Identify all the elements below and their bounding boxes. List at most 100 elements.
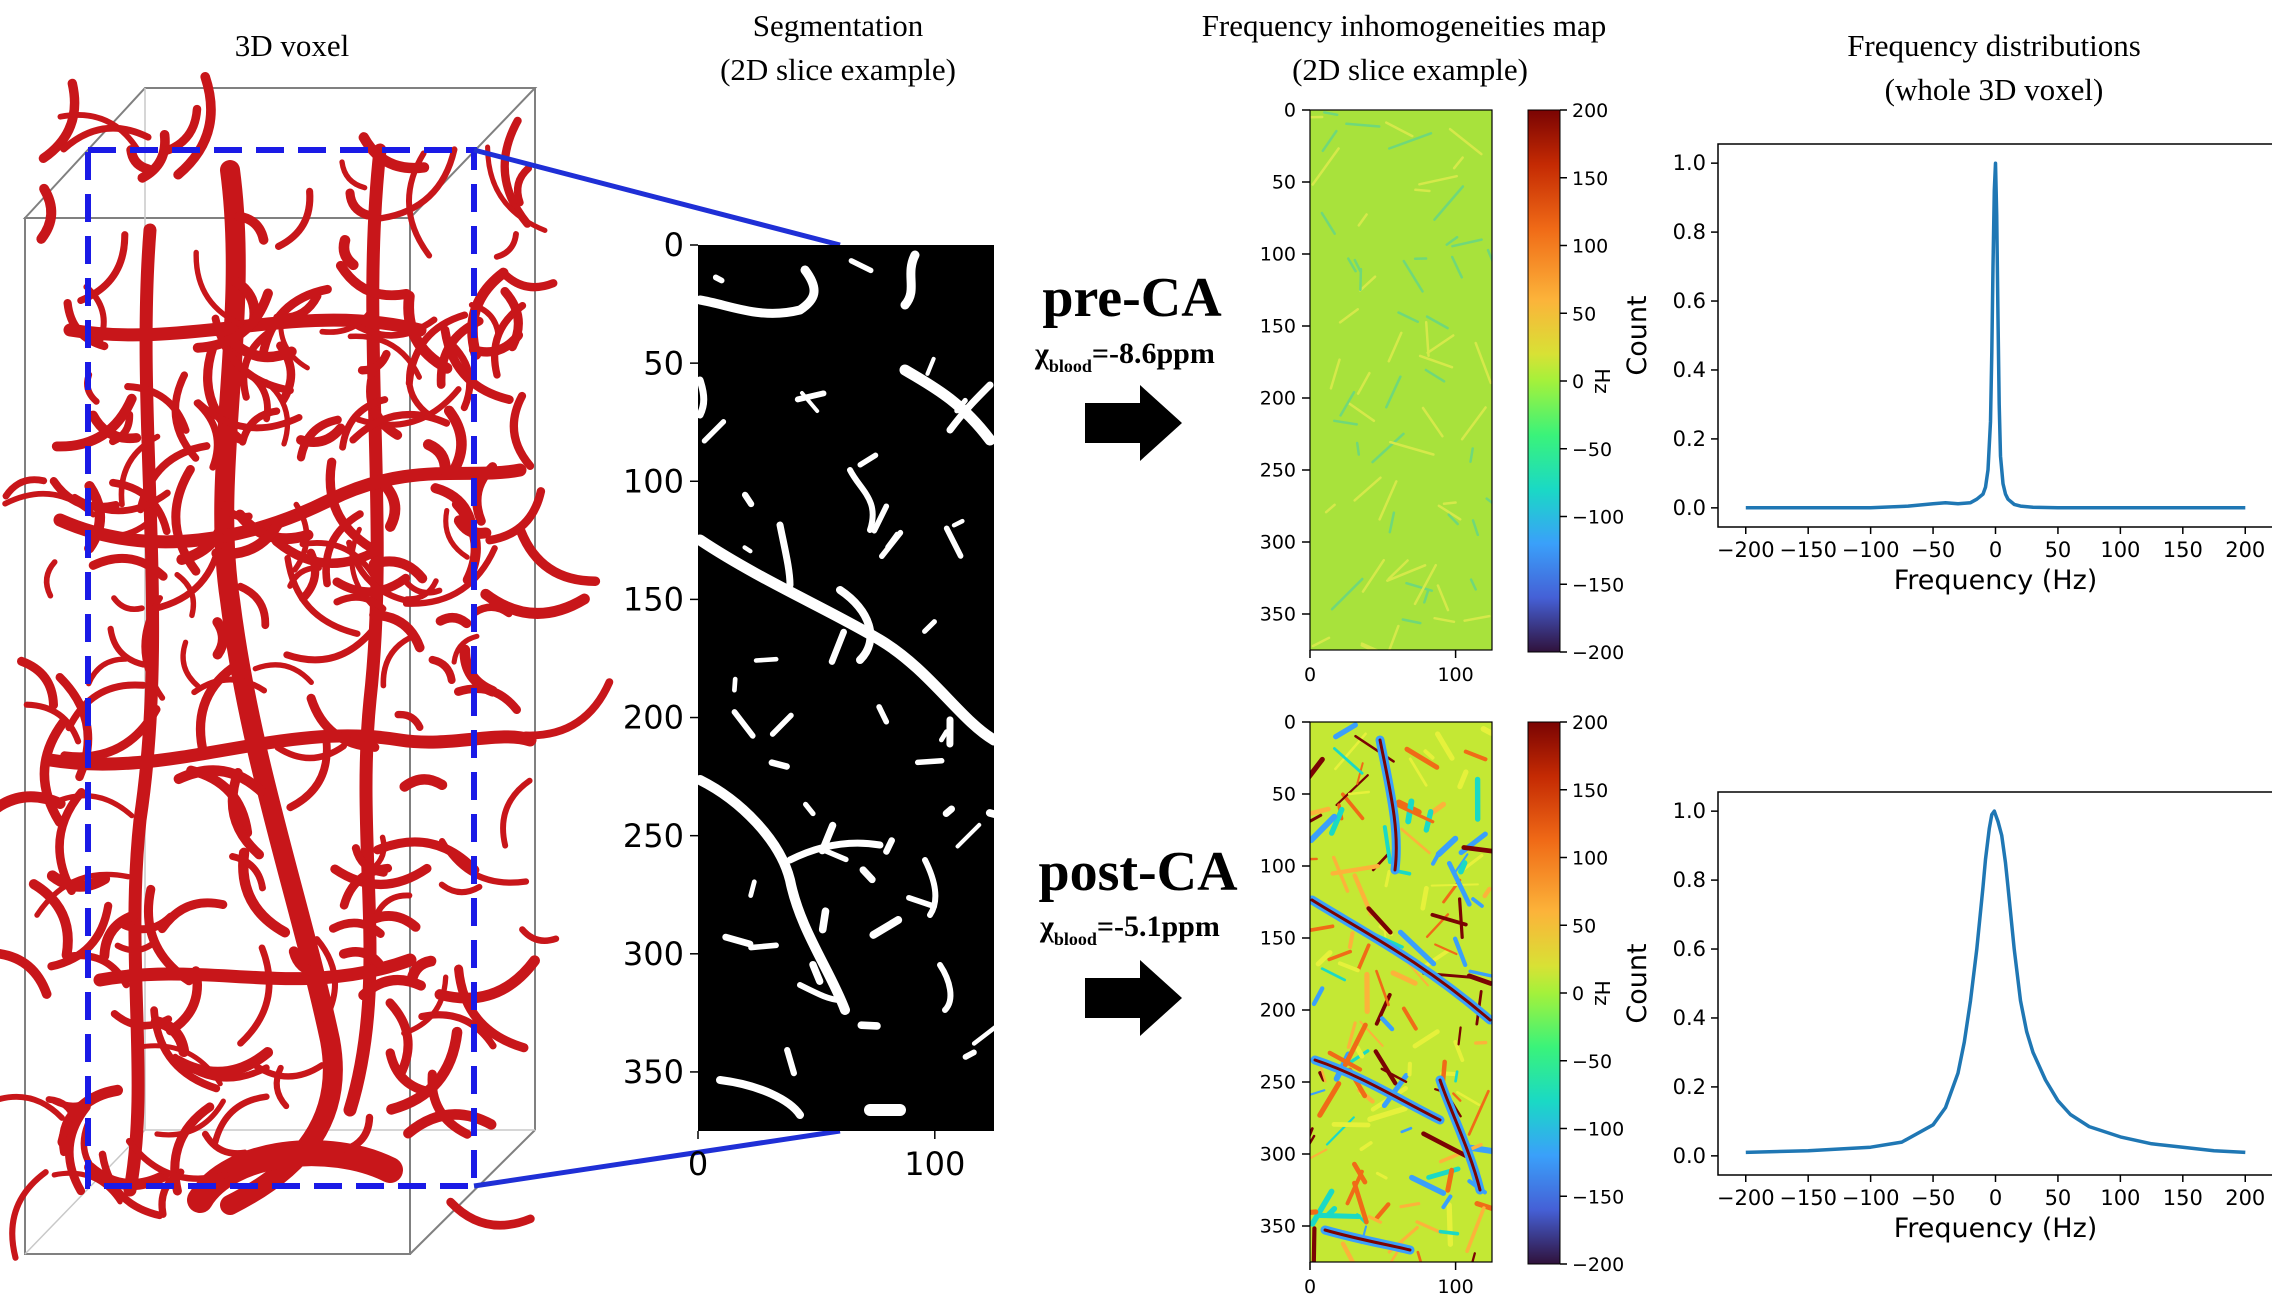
field-perturbation	[1333, 747, 1364, 775]
vessel-branch	[111, 595, 145, 613]
segmented-vessel-fragment	[857, 452, 879, 468]
vessel-branch	[136, 442, 211, 514]
field-perturbation	[1390, 970, 1418, 986]
x-tick-label: 50	[2045, 1186, 2072, 1210]
segmented-vessel-fragment	[939, 729, 949, 743]
field-perturbation	[1310, 1127, 1314, 1139]
vessel-branch	[521, 678, 614, 740]
field-perturbation	[1384, 869, 1391, 888]
vessel-branch	[212, 1093, 270, 1146]
connector-line-top	[473, 147, 841, 248]
segmented-vessel-fragment	[722, 933, 754, 948]
y-tick-label: 100	[1260, 856, 1296, 878]
vessel-branch	[274, 742, 347, 762]
vessel-trunk	[53, 463, 527, 549]
vessel-branch	[369, 610, 425, 653]
y-tick-label: 0	[1284, 100, 1296, 122]
field-perturbation	[1310, 1089, 1326, 1096]
vessel-branch	[192, 288, 273, 353]
segmented-vessel-fragment	[784, 1046, 798, 1077]
field-perturbation	[1433, 616, 1456, 624]
field-perturbation	[1457, 897, 1464, 940]
vessel-trunk	[187, 1140, 403, 1213]
field-perturbation	[1375, 1171, 1388, 1180]
field-perturbation	[1385, 375, 1402, 409]
segmented-vessel-fragment	[876, 704, 890, 725]
vessel-branch	[172, 1053, 270, 1082]
y-tick-label: 250	[1260, 1072, 1296, 1094]
vessel-branch	[500, 777, 533, 849]
field-perturbation	[1374, 1202, 1391, 1220]
field-perturbation	[1452, 853, 1469, 876]
vessel-branch	[2, 491, 97, 518]
vessel-branch	[328, 918, 385, 938]
field-perturbation	[1463, 614, 1491, 622]
vessel-branch	[284, 555, 361, 637]
segmented-vessel-fragment	[748, 879, 757, 898]
vessel-branch	[349, 526, 374, 608]
segmented-vessel-fragment	[712, 274, 725, 284]
vessel-branch	[193, 249, 247, 329]
field-perturbation	[1335, 774, 1369, 807]
y-tick-label: 100	[623, 462, 684, 500]
y-tick-label: 50	[643, 344, 684, 382]
vessel-branch	[0, 1093, 65, 1121]
vessel-branch	[325, 457, 377, 553]
vessel-branch	[434, 955, 540, 1004]
segmented-vessel-fragment	[848, 258, 874, 274]
field-perturbation	[1409, 1174, 1447, 1196]
vessel-branch	[349, 316, 438, 339]
colorbar-tick-label: 150	[1572, 168, 1608, 190]
vessel-branch	[519, 926, 560, 944]
field-perturbation	[1453, 1039, 1465, 1063]
vessel-branch	[46, 870, 111, 892]
field-perturbation	[1311, 636, 1331, 648]
segmented-vessel-fragment	[809, 960, 824, 985]
vessel-branch	[150, 1006, 221, 1093]
field-perturbation	[1337, 961, 1360, 973]
field-perturbation	[1474, 1040, 1488, 1045]
distribution-curve	[1745, 161, 2246, 510]
vessel-branch	[203, 343, 244, 444]
pre-ca-colorbar	[1527, 109, 1561, 653]
field-perturbation	[1401, 1006, 1418, 1031]
segmentation-y-axis: 0 50 100 150 200 250 300 350	[623, 226, 698, 1091]
field-perturbation	[1422, 949, 1450, 969]
vessel-branch	[201, 1130, 249, 1157]
x-tick-label: −200	[1717, 538, 1775, 562]
field-perturbation	[1385, 121, 1414, 138]
segmented-vessel-fragment	[818, 821, 837, 855]
colorbar-tick-label: 150	[1572, 780, 1608, 802]
field-perturbation	[1342, 1022, 1368, 1068]
vessel-branch	[509, 391, 535, 470]
segmented-vessel	[900, 250, 920, 310]
field-perturbation	[1347, 790, 1371, 796]
vessel-branch	[422, 439, 451, 476]
field-perturbation	[1424, 368, 1446, 383]
vessel-branch	[125, 1138, 229, 1182]
colorbar-tick-label: −150	[1572, 1186, 1624, 1208]
x-tick-label: 150	[2163, 1186, 2203, 1210]
segmented-vessel-fragment	[769, 712, 794, 737]
colorbar-tick-label: 0	[1572, 371, 1584, 393]
segmented-vessel	[698, 775, 850, 1015]
field-perturbation	[1353, 258, 1362, 273]
vessel-branch	[380, 480, 401, 532]
vessel-branch	[345, 188, 372, 220]
voxel-title: 3D voxel	[235, 28, 350, 63]
field-perturbation	[1321, 129, 1338, 153]
pre-ca-label-group: pre-CA χblood=-8.6ppm	[1034, 267, 1222, 461]
post-ca-map-texture	[1310, 722, 1492, 1262]
y-tick-label: 0.0	[1673, 496, 1706, 520]
vessel-branch	[238, 407, 281, 446]
vessel-branch	[63, 299, 109, 351]
vessel-branch	[443, 405, 467, 478]
vessel-branch	[227, 768, 264, 860]
segmented-vessel-fragment	[943, 525, 964, 559]
field-perturbation	[1371, 432, 1405, 464]
y-tick-label: 1.0	[1673, 151, 1706, 175]
colorbar-tick-label: −50	[1572, 439, 1612, 461]
vessel-branch	[459, 644, 498, 697]
segmented-vessel-fragment	[885, 531, 900, 550]
vessel-branch	[38, 78, 80, 163]
